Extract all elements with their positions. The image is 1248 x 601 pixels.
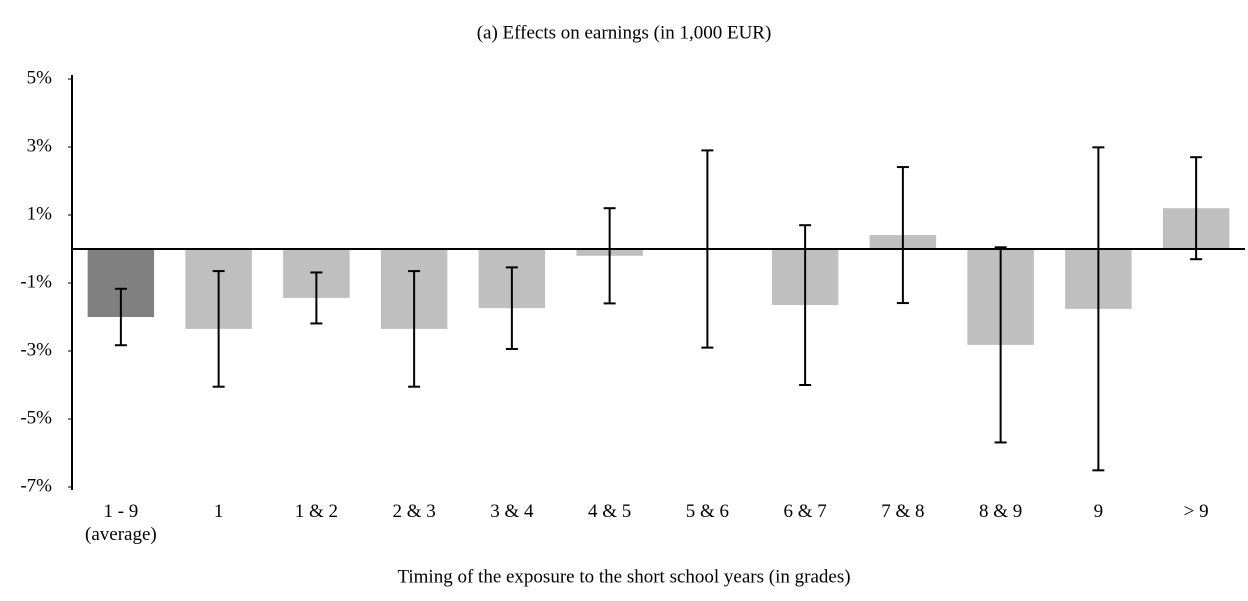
x-tick-label: 9: [1093, 501, 1104, 522]
y-tick-label: 1%: [27, 203, 53, 224]
x-tick-label: 1 & 2: [294, 501, 339, 522]
x-tick-label: 4 & 5: [587, 501, 632, 522]
x-tick-label: 2 & 3: [392, 501, 436, 522]
x-tick-label: 1 - 9 (average): [85, 501, 157, 545]
x-tick-label: 7 & 8: [881, 501, 925, 522]
error-bar: [799, 224, 812, 386]
x-tick-label: 5 & 6: [685, 501, 730, 522]
y-tick-label: -1%: [20, 271, 52, 292]
error-bar: [701, 149, 714, 349]
x-tick-label: 3 & 4: [490, 501, 534, 522]
error-bar: [310, 271, 323, 325]
error-bar: [212, 270, 225, 388]
error-bar: [1092, 146, 1105, 472]
error-bar: [896, 166, 909, 305]
x-tick-label: 1: [213, 501, 224, 522]
error-bar: [505, 266, 518, 350]
y-tick-label: -3%: [20, 339, 52, 360]
error-bar: [994, 246, 1007, 444]
x-tick-label: > 9: [1183, 501, 1209, 522]
chart-title: (a) Effects on earnings (in 1,000 EUR): [477, 22, 772, 43]
x-tick-label: 8 & 9: [978, 501, 1023, 522]
y-tick-label: -7%: [20, 475, 52, 496]
error-bar: [408, 270, 421, 388]
y-tick-label: -5%: [20, 407, 52, 428]
x-axis-title: Timing of the exposure to the short scho…: [397, 566, 850, 587]
x-tick-label: 6 & 7: [783, 501, 827, 522]
y-tick-label: 3%: [27, 135, 53, 156]
y-tick-label: 5%: [27, 67, 53, 88]
error-bar: [603, 207, 616, 305]
error-bar: [114, 287, 127, 347]
error-bar: [1190, 156, 1203, 261]
